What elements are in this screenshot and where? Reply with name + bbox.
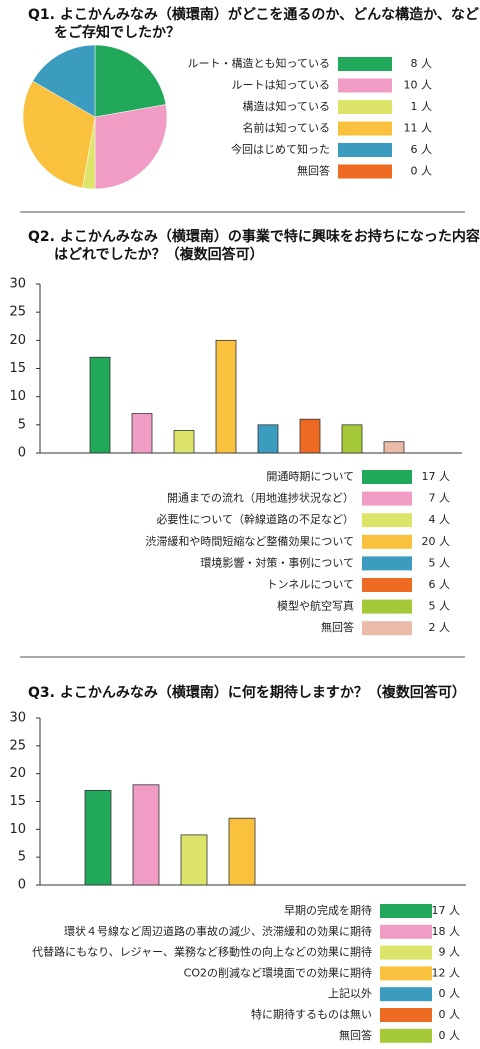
legend-swatch [380,987,432,1002]
legend-swatch [362,534,412,549]
y-tick-label: 10 [9,389,26,404]
y-tick-label: 15 [9,794,26,809]
legend-label: 無回答 [339,1028,372,1042]
legend-swatch [362,599,412,614]
legend-swatch [338,121,392,136]
bar [84,789,112,886]
legend-value: 4 人 [429,513,451,526]
y-tick-label: 30 [9,711,26,726]
legend-label: 無回答 [321,620,354,634]
y-tick-label: 0 [18,878,26,893]
legend-value: 2 人 [429,621,451,634]
pie-slice [22,80,96,189]
legend-value: 5 人 [429,600,451,613]
legend-label: 無回答 [297,164,330,178]
y-tick-label: 10 [9,822,26,837]
legend-label: 開通時期について [266,470,354,483]
legend-label: 開通までの流れ（用地進捗状況など） [167,491,354,505]
legend-value: 18 人 [432,925,461,938]
bar [173,430,195,454]
legend-swatch [338,164,392,179]
y-tick-label: 25 [9,305,26,320]
bar [341,424,363,454]
bar [299,418,321,454]
legend-label: 模型や航空写真 [277,599,354,613]
chart-title: Q2. よこかんみなみ（横環南）の事業で特に興味をお持ちになった内容はどれでした… [28,229,480,263]
legend-value: 17 人 [432,904,461,917]
legend-label: 上記以外 [328,986,372,1000]
legend-swatch [338,57,392,71]
legend-swatch [362,621,412,636]
legend-value: 9 人 [439,946,461,959]
legend-swatch [362,491,412,506]
y-tick-label: 20 [9,766,26,781]
legend-value: 5 人 [429,556,451,569]
legend-swatch [338,143,392,157]
y-tick-label: 5 [18,850,26,865]
legend-value: 6 人 [429,578,451,591]
legend-label: ルートは知っている [232,78,330,92]
y-tick-label: 15 [9,361,26,376]
pie-slice [32,44,96,118]
legend-swatch [380,924,432,939]
legend-label: CO2の削減など環境面での効果に期待 [184,965,372,979]
chart-title: Q1. よこかんみなみ（横環南）がどこを通るのか、どんな構造か、などをご存知でし… [28,7,479,41]
pie-slice [94,104,168,190]
legend-label: 代替路にもなり、レジャー、業務など移動性の向上などの効果に期待 [32,945,372,959]
legend-value: 11 人 [404,122,433,135]
bar [89,356,111,454]
legend-value: 1 人 [411,100,433,113]
bar [180,834,208,886]
legend-swatch [338,100,392,114]
legend-value: 0 人 [439,1029,461,1042]
bar [383,441,405,454]
legend-swatch [380,1008,432,1022]
y-tick-label: 30 [9,277,26,292]
legend-swatch [362,513,412,528]
legend-swatch [362,556,412,571]
legend-swatch [380,966,432,981]
legend-label: 今回はじめて知った [231,142,330,156]
legend-value: 6 人 [411,143,433,156]
legend-value: 7 人 [429,492,451,505]
legend-label: 渋滞緩和や時間短縮など整備効果について [145,534,354,548]
legend-swatch [362,578,412,592]
legend-swatch [338,78,392,93]
legend-swatch [380,904,432,918]
legend-swatch [362,470,412,484]
legend-value: 8 人 [411,57,433,70]
y-tick-label: 0 [18,446,26,461]
legend-swatch [380,1028,432,1043]
bar [215,339,237,454]
bar [132,784,160,886]
legend-label: ルート・構造とも知っている [188,56,330,70]
legend-label: 名前は知っている [243,121,330,135]
chart-title: Q3. よこかんみなみ（横環南）に何を期待しますか？（複数回答可） [28,685,466,701]
legend-value: 20 人 [422,535,451,548]
bar [131,413,153,454]
legend-label: 特に期待するものは無い [251,1007,372,1021]
legend-label: トンネルについて [267,578,354,591]
legend-value: 10 人 [404,79,433,92]
legend-label: 環境影響・対策・事例について [200,555,354,569]
legend-value: 17 人 [422,470,451,483]
legend-label: 必要性について（幹線道路の不足など） [156,512,354,526]
bar [228,817,256,886]
legend-value: 0 人 [411,165,433,178]
legend-value: 0 人 [439,987,461,1000]
legend-value: 12 人 [432,966,461,979]
y-tick-label: 25 [9,738,26,753]
legend-value: 0 人 [439,1008,461,1021]
legend-label: 構造は知っている [243,99,330,113]
legend-label: 環状４号線など周辺道路の事故の減少、渋滞緩和の効果に期待 [64,924,372,938]
y-tick-label: 20 [9,333,26,348]
legend-swatch [380,945,432,960]
y-tick-label: 5 [18,417,26,432]
legend-label: 早期の完成を期待 [284,903,372,917]
pie-slice [94,44,167,118]
bar [257,424,279,454]
